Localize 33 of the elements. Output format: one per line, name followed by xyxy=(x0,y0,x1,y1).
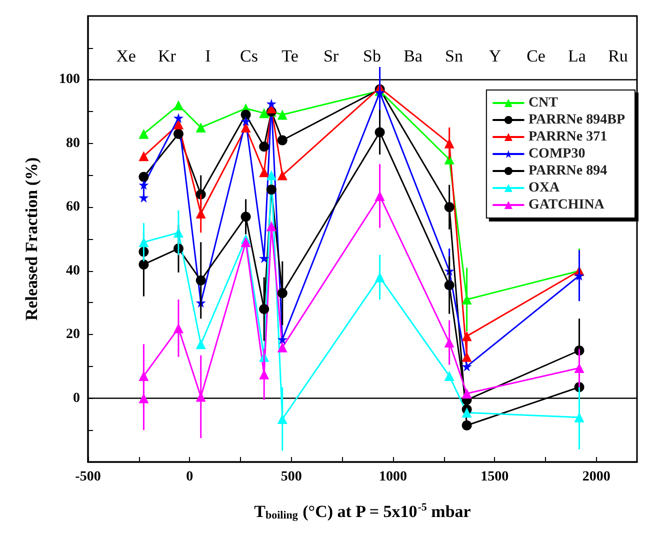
legend-label: OXA xyxy=(528,180,560,196)
x-tick-label: 1000 xyxy=(379,470,407,484)
legend-label: CNT xyxy=(528,96,559,110)
annotation: Ce xyxy=(526,46,546,66)
legend-label: PARRNe 371 xyxy=(528,130,608,144)
annotation: Sr xyxy=(323,46,339,66)
annotation: Kr xyxy=(158,46,176,66)
annotation: I xyxy=(205,46,212,66)
y-tick-label: 60 xyxy=(66,200,80,215)
x-tick-label: 500 xyxy=(280,470,302,484)
x-tick-label: -500 xyxy=(75,470,101,484)
annotation: Cs xyxy=(240,46,258,66)
y-tick-label: 20 xyxy=(66,327,80,342)
x-tick-label: 1500 xyxy=(480,470,509,484)
annotation: Xe xyxy=(116,46,136,66)
y-tick-label: 0 xyxy=(73,390,80,406)
y-tick-label: 80 xyxy=(66,136,80,151)
y-tick-label: 100 xyxy=(59,72,80,88)
x-tick-label: 2000 xyxy=(582,470,610,484)
annotation: La xyxy=(568,46,586,66)
annotation: Sb xyxy=(363,46,381,66)
y-axis-title: Released Fraction (%) xyxy=(22,157,41,321)
legend-label: PARRNe 894 xyxy=(528,164,608,178)
annotation: Sn xyxy=(445,46,464,66)
legend-label: PARRNe 894BP xyxy=(528,112,626,128)
annotation: Y xyxy=(488,46,502,66)
annotation: Ru xyxy=(608,46,628,66)
legend-label: GATCHINA xyxy=(528,198,606,212)
y-tick-label: 40 xyxy=(66,263,80,278)
legend-label: COMP30 xyxy=(528,146,586,162)
x-tick-label: 0 xyxy=(186,470,194,484)
annotation: Te xyxy=(282,46,298,66)
annotation: Ba xyxy=(404,46,423,66)
